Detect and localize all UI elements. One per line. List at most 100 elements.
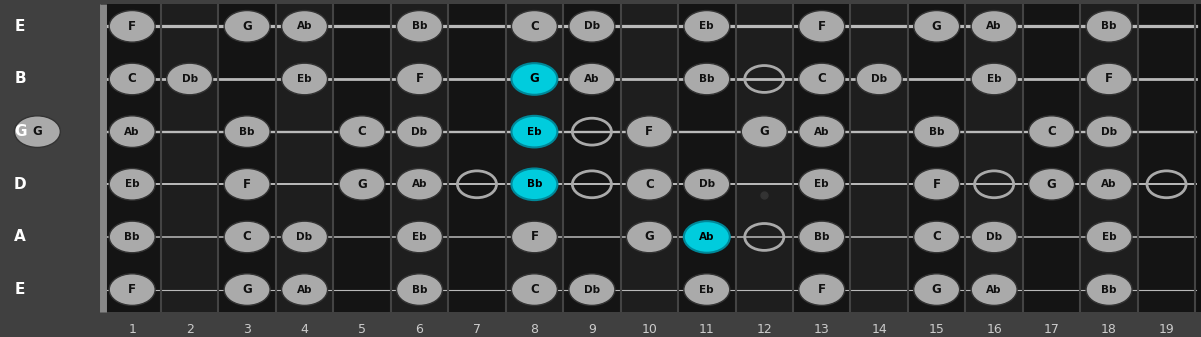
Text: 7: 7	[473, 323, 480, 336]
Ellipse shape	[1086, 10, 1133, 42]
Ellipse shape	[396, 221, 442, 253]
Text: Bb: Bb	[928, 127, 944, 136]
Bar	[103, 4, 161, 312]
Ellipse shape	[569, 10, 615, 42]
Text: 2: 2	[186, 323, 193, 336]
Bar	[448, 4, 506, 312]
Text: Db: Db	[699, 179, 715, 189]
Ellipse shape	[741, 116, 788, 148]
Text: E: E	[14, 282, 25, 297]
Text: Ab: Ab	[986, 285, 1002, 295]
Text: Db: Db	[584, 285, 600, 295]
Ellipse shape	[225, 116, 270, 148]
Text: F: F	[933, 178, 940, 191]
Text: Bb: Bb	[125, 232, 141, 242]
Text: 18: 18	[1101, 323, 1117, 336]
Ellipse shape	[799, 63, 844, 95]
Ellipse shape	[683, 63, 730, 95]
Ellipse shape	[109, 10, 155, 42]
Ellipse shape	[512, 168, 557, 200]
Ellipse shape	[1086, 221, 1133, 253]
Ellipse shape	[799, 10, 844, 42]
Text: 14: 14	[872, 323, 888, 336]
Text: Eb: Eb	[814, 179, 829, 189]
Text: Bb: Bb	[412, 21, 428, 31]
Text: G: G	[357, 178, 366, 191]
Text: Eb: Eb	[699, 285, 715, 295]
Bar	[908, 4, 966, 312]
Bar	[334, 4, 390, 312]
Text: 16: 16	[986, 323, 1002, 336]
Ellipse shape	[396, 10, 442, 42]
Text: Bb: Bb	[239, 127, 255, 136]
Ellipse shape	[396, 274, 442, 305]
Text: 9: 9	[588, 323, 596, 336]
Text: G: G	[32, 125, 42, 138]
Bar	[390, 4, 448, 312]
Ellipse shape	[799, 168, 844, 200]
Ellipse shape	[1086, 63, 1133, 95]
Ellipse shape	[569, 63, 615, 95]
Text: 1: 1	[129, 323, 136, 336]
Ellipse shape	[109, 168, 155, 200]
Ellipse shape	[109, 274, 155, 305]
Ellipse shape	[627, 221, 673, 253]
Text: 15: 15	[928, 323, 945, 336]
Bar	[1023, 4, 1081, 312]
Text: Ab: Ab	[297, 285, 312, 295]
Text: Db: Db	[297, 232, 312, 242]
Text: Db: Db	[1101, 127, 1117, 136]
Text: Ab: Ab	[814, 127, 830, 136]
Text: G: G	[243, 283, 252, 296]
Text: Eb: Eb	[987, 74, 1002, 84]
Bar	[621, 4, 679, 312]
Bar	[1081, 4, 1137, 312]
Bar	[793, 4, 850, 312]
Text: D: D	[13, 177, 26, 192]
Text: Db: Db	[181, 74, 198, 84]
Text: F: F	[818, 283, 826, 296]
Text: 11: 11	[699, 323, 715, 336]
Ellipse shape	[512, 63, 557, 95]
Text: Bb: Bb	[1101, 21, 1117, 31]
Bar	[679, 4, 735, 312]
Text: F: F	[818, 20, 826, 33]
Ellipse shape	[281, 10, 328, 42]
Ellipse shape	[281, 274, 328, 305]
Bar	[506, 4, 563, 312]
Text: Ab: Ab	[412, 179, 428, 189]
Text: Bb: Bb	[699, 74, 715, 84]
Ellipse shape	[396, 63, 442, 95]
Text: C: C	[530, 283, 539, 296]
Text: C: C	[243, 231, 251, 243]
Ellipse shape	[914, 168, 960, 200]
Text: 12: 12	[757, 323, 772, 336]
Ellipse shape	[339, 116, 386, 148]
Ellipse shape	[109, 116, 155, 148]
Bar	[966, 4, 1023, 312]
Ellipse shape	[14, 116, 60, 148]
Ellipse shape	[512, 221, 557, 253]
Text: 3: 3	[243, 323, 251, 336]
Text: Bb: Bb	[1101, 285, 1117, 295]
Text: C: C	[530, 20, 539, 33]
Text: C: C	[645, 178, 653, 191]
Ellipse shape	[914, 274, 960, 305]
Ellipse shape	[225, 168, 270, 200]
Text: Bb: Bb	[527, 179, 542, 189]
Text: F: F	[416, 72, 424, 86]
Text: A: A	[14, 229, 26, 244]
Text: C: C	[1047, 125, 1056, 138]
Ellipse shape	[683, 10, 730, 42]
Ellipse shape	[627, 116, 673, 148]
Text: C: C	[818, 72, 826, 86]
Text: 5: 5	[358, 323, 366, 336]
Ellipse shape	[167, 63, 213, 95]
Bar	[735, 4, 793, 312]
Ellipse shape	[1086, 168, 1133, 200]
Text: Db: Db	[871, 74, 888, 84]
Text: G: G	[932, 283, 942, 296]
Ellipse shape	[512, 274, 557, 305]
Ellipse shape	[396, 116, 442, 148]
Text: 4: 4	[300, 323, 309, 336]
